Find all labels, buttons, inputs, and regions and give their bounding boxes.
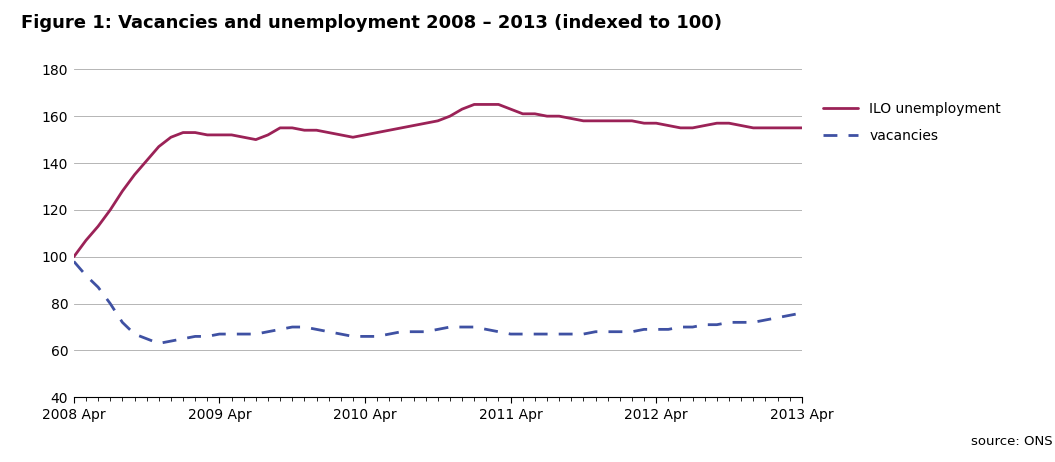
vacancies (226, 331, 238, 337)
vacancies (516, 331, 529, 337)
ILO unemployment (323, 130, 335, 135)
vacancies (68, 259, 80, 264)
ILO unemployment (237, 134, 250, 140)
ILO unemployment (456, 106, 468, 112)
Line: ILO unemployment: ILO unemployment (74, 104, 802, 257)
vacancies (795, 310, 808, 316)
Text: Figure 1: Vacancies and unemployment 2008 – 2013 (indexed to 100): Figure 1: Vacancies and unemployment 200… (21, 14, 722, 32)
vacancies (334, 331, 347, 337)
Text: source: ONS: source: ONS (971, 435, 1052, 448)
vacancies (711, 322, 724, 328)
ILO unemployment (68, 254, 80, 260)
ILO unemployment (795, 125, 808, 131)
ILO unemployment (213, 132, 226, 138)
vacancies (249, 331, 262, 337)
vacancies (468, 324, 481, 330)
ILO unemployment (516, 111, 529, 116)
ILO unemployment (468, 102, 481, 107)
Legend: ILO unemployment, vacancies: ILO unemployment, vacancies (823, 103, 1001, 143)
ILO unemployment (711, 121, 724, 126)
Line: vacancies: vacancies (74, 261, 802, 343)
vacancies (152, 340, 165, 346)
